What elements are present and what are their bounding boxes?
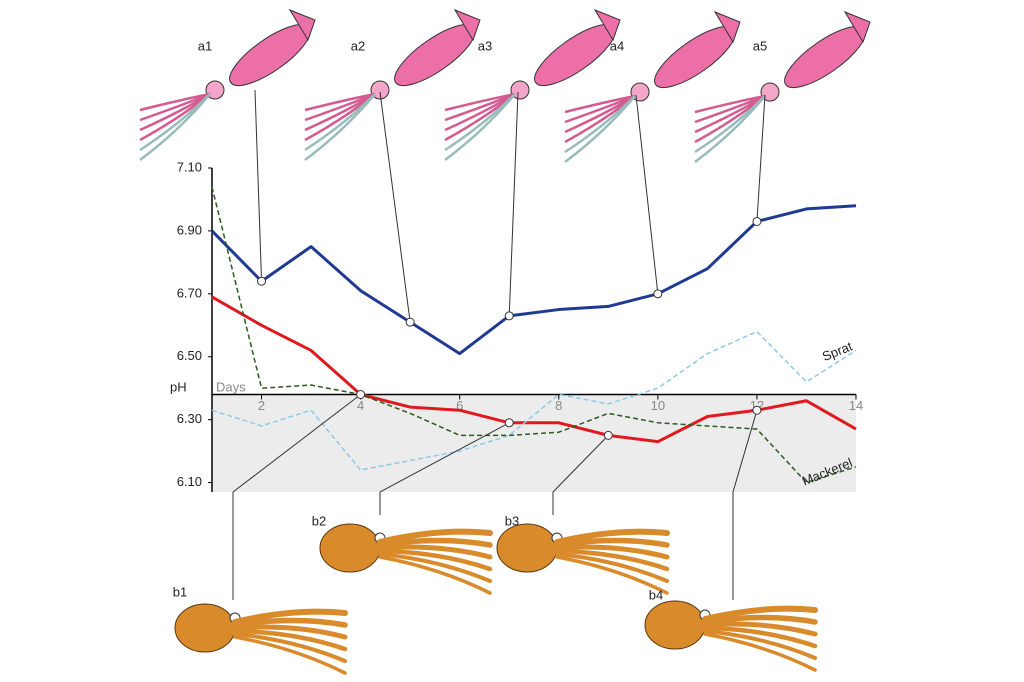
illustration [694, 10, 871, 163]
squid-arm [304, 93, 376, 161]
connector [508, 91, 519, 316]
y-tick-label: 6.10 [177, 474, 202, 489]
octopus-arm [702, 625, 818, 649]
series-line [211, 330, 857, 471]
x-tick-label: 14 [849, 398, 863, 413]
x-axis-label: Days [216, 379, 246, 394]
x-tick-label: 4 [357, 398, 364, 413]
octopus-arm [703, 629, 817, 660]
point-marker [752, 405, 762, 415]
octopus-arm [378, 555, 492, 595]
octopus-arm [232, 628, 348, 652]
panel-label: b3 [505, 513, 519, 528]
y-tick-label: 6.30 [177, 411, 202, 426]
x-tick-label: 8 [555, 398, 562, 413]
squid-arm [444, 93, 516, 161]
connector [379, 422, 510, 493]
connector [732, 410, 758, 493]
illustration [139, 8, 316, 161]
octopus-arm [702, 605, 818, 622]
octopus-mantle [319, 523, 381, 573]
y-tick-label: 7.10 [177, 159, 202, 174]
series-line [211, 295, 857, 444]
octopus-arm [554, 528, 670, 545]
octopus-arm [554, 548, 670, 572]
illustration [319, 523, 493, 595]
point-marker [504, 311, 514, 321]
point-marker [356, 389, 366, 399]
octopus-arm [232, 617, 348, 628]
illustration [304, 8, 481, 161]
illustration [174, 603, 348, 675]
point-marker [752, 216, 762, 226]
panel-label: a3 [478, 38, 492, 53]
panel-label: b1 [173, 584, 187, 599]
octopus-arm [702, 614, 818, 625]
connector [552, 435, 609, 493]
octopus-mantle [174, 603, 236, 653]
y-tick-label: 6.50 [177, 348, 202, 363]
series-label: Sprat [820, 338, 855, 364]
x-tick-label: 6 [456, 398, 463, 413]
panel-label: b2 [312, 513, 326, 528]
illustration [644, 600, 818, 672]
illustration [444, 8, 621, 161]
octopus-arm [232, 624, 348, 640]
squid-arm [139, 93, 211, 161]
octopus-arm [702, 621, 818, 637]
y-tick-label: 6.90 [177, 222, 202, 237]
point-marker [603, 430, 613, 440]
panel-label: a1 [198, 38, 212, 53]
octopus-arm [233, 635, 347, 675]
octopus-arm [555, 555, 669, 595]
illustration [564, 10, 741, 163]
octopus-arm [377, 548, 493, 572]
squid-fin [713, 10, 741, 44]
squid-arm [564, 95, 636, 163]
panel-label: a4 [610, 38, 624, 53]
octopus-arm [703, 632, 817, 672]
point-marker [504, 418, 514, 428]
series-line [211, 186, 857, 484]
connector [379, 91, 411, 323]
connector [756, 94, 766, 222]
panel-label: a5 [753, 38, 767, 53]
point-marker [257, 276, 267, 286]
squid-arm [694, 95, 766, 163]
octopus-arm [378, 552, 492, 583]
octopus-arm [554, 537, 670, 548]
octopus-mantle [496, 523, 558, 573]
connector [635, 94, 659, 294]
x-tick-label: 10 [651, 398, 665, 413]
point-marker [405, 317, 415, 327]
connector [232, 394, 361, 493]
y-tick-label: 6.70 [177, 285, 202, 300]
octopus-arm [555, 552, 669, 583]
connector [254, 89, 263, 282]
octopus-arm [233, 632, 347, 663]
octopus-arm [232, 608, 348, 625]
squid-fin [843, 10, 871, 44]
octopus-mantle [644, 600, 706, 650]
squid-fin [453, 8, 481, 42]
illustration [496, 523, 670, 595]
squid-fin [593, 8, 621, 42]
octopus-arm [377, 537, 493, 548]
point-marker [653, 289, 663, 299]
x-tick-label: 2 [258, 398, 265, 413]
squid-fin [288, 8, 316, 42]
series-line [210, 204, 857, 356]
octopus-arm [377, 544, 493, 560]
panel-label: b4 [649, 587, 663, 602]
octopus-arm [377, 528, 493, 545]
panel-label: a2 [351, 38, 365, 53]
octopus-arm [554, 544, 670, 560]
y-axis-label: pH [170, 379, 187, 394]
